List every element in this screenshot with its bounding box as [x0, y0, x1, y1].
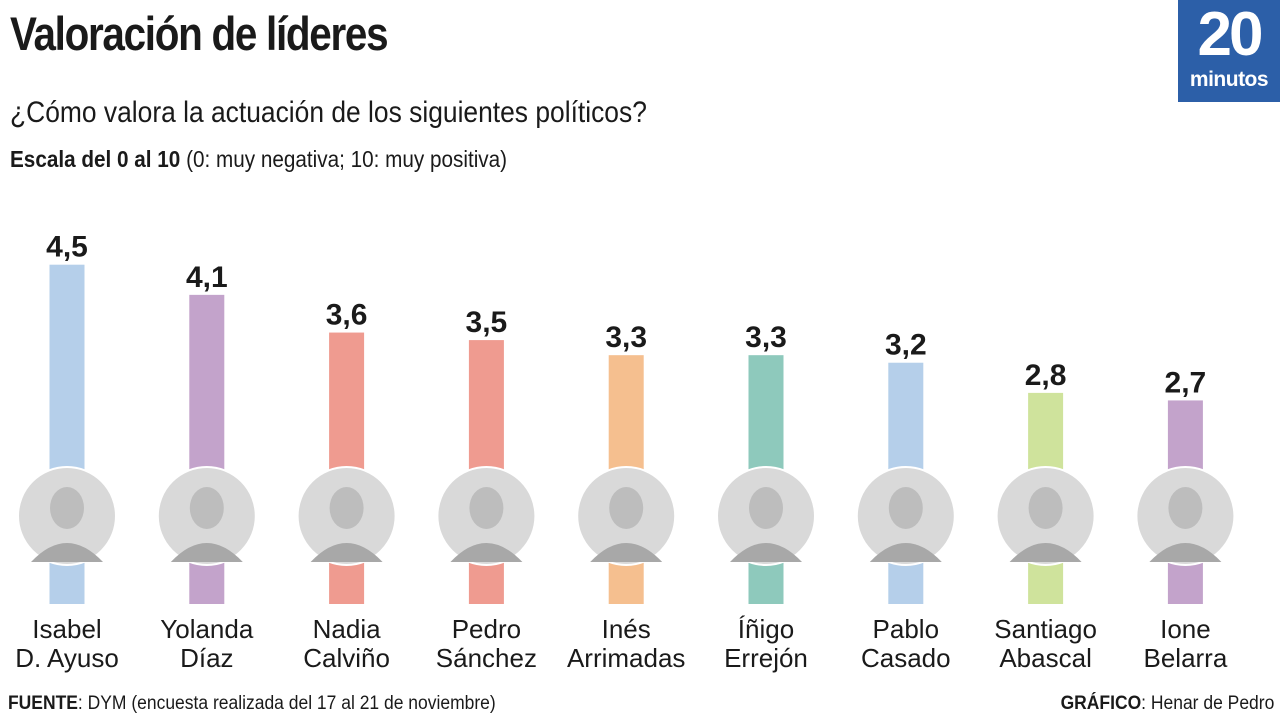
portrait-face	[609, 487, 644, 529]
source-label: FUENTE	[8, 693, 78, 714]
portrait-shoulders	[1149, 543, 1222, 562]
category-label: Arrimadas	[567, 643, 685, 673]
category-label: Isabel	[32, 614, 101, 644]
portrait-shoulders	[590, 543, 663, 562]
data-label: 4,5	[46, 231, 88, 264]
scale-note-rest: (0: muy negativa; 10: muy positiva)	[180, 146, 508, 172]
category-label: Pablo	[873, 614, 940, 644]
data-label: 3,6	[326, 299, 368, 332]
portrait-shoulders	[730, 543, 802, 562]
portrait-face	[1168, 487, 1203, 529]
data-label: 4,1	[186, 261, 228, 294]
chart-title: Valoración de líderes	[10, 7, 389, 60]
brand-logo: 20 minutos	[1178, 0, 1280, 102]
logo-word: minutos	[1189, 68, 1269, 91]
category-label: Ione	[1160, 614, 1211, 644]
category-label: Yolanda	[160, 614, 254, 644]
portrait-shoulders	[170, 543, 243, 562]
portrait-shoulders	[1009, 543, 1082, 562]
data-label: 3,2	[885, 329, 927, 362]
category-label: Belarra	[1143, 643, 1227, 673]
logo-number: 20	[1197, 0, 1264, 69]
data-label: 3,5	[466, 306, 508, 339]
category-label: D. Ayuso	[15, 643, 119, 673]
category-label: Íñigo	[738, 614, 794, 644]
chart-subtitle: ¿Cómo valora la actuación de los siguien…	[10, 96, 647, 129]
portrait-shoulders	[31, 543, 103, 562]
category-label: Sánchez	[436, 643, 537, 673]
category-label: Errejón	[724, 643, 808, 673]
credit-label: GRÁFICO	[1060, 693, 1141, 714]
portrait-face	[1028, 487, 1063, 529]
category-label: Pedro	[452, 614, 521, 644]
credit-text: : Henar de Pedro	[1140, 693, 1274, 714]
source-text: : DYM (encuesta realizada del 17 al 21 d…	[77, 693, 496, 714]
source-note: FUENTE: DYM (encuesta realizada del 17 a…	[8, 693, 496, 715]
data-label: 2,7	[1165, 366, 1207, 399]
category-label: Díaz	[180, 643, 233, 673]
portrait-face	[888, 487, 923, 529]
portrait-shoulders	[450, 543, 523, 562]
data-label: 3,3	[605, 321, 647, 354]
category-label: Nadia	[313, 614, 381, 644]
portrait-shoulders	[310, 543, 383, 562]
portrait-face	[469, 487, 504, 529]
portrait-face	[329, 487, 364, 529]
credit-note: GRÁFICO: Henar de Pedro	[1060, 693, 1274, 715]
category-label: Santiago	[994, 614, 1097, 644]
category-label: Calviño	[303, 643, 390, 673]
data-label: 3,3	[745, 321, 787, 354]
category-label: Abascal	[999, 643, 1092, 673]
data-label: 2,8	[1025, 359, 1067, 392]
scale-note-bold: Escala del 0 al 10	[10, 146, 181, 172]
portrait-face	[189, 487, 224, 529]
category-label: Casado	[861, 643, 951, 673]
portrait-shoulders	[869, 543, 942, 562]
portrait-face	[50, 487, 84, 529]
category-label: Inés	[602, 614, 651, 644]
scale-note: Escala del 0 al 10 (0: muy negativa; 10:…	[10, 146, 507, 173]
portrait-face	[749, 487, 783, 529]
